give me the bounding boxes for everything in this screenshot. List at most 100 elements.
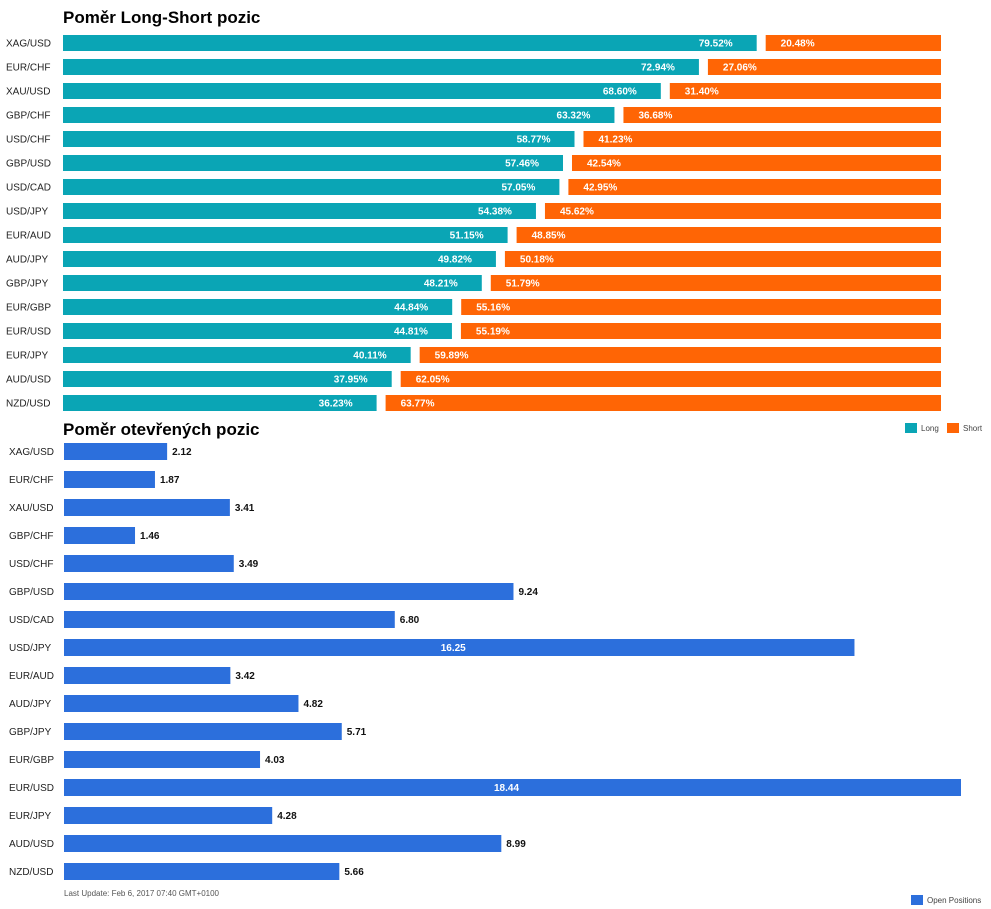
category-label: EUR/USD [6, 327, 51, 338]
legend-item-short[interactable]: Short [947, 423, 982, 433]
data-label-long: 37.95% [334, 375, 368, 386]
category-label: USD/CAD [6, 183, 51, 194]
category-label: AUD/JPY [9, 699, 52, 710]
category-label: USD/CHF [9, 559, 53, 570]
data-label-short: 59.89% [435, 351, 469, 362]
bar-open-positions [64, 471, 155, 488]
category-label: XAG/USD [9, 447, 54, 458]
data-label-open: 18.44 [494, 783, 519, 794]
bar-open-positions [64, 583, 514, 600]
chart-title-long-short: Poměr Long-Short pozic [63, 8, 261, 27]
data-label-short: 41.23% [599, 135, 633, 146]
legend-item-open-positions[interactable]: Open Positions [911, 895, 981, 905]
chart-title-open-positions: Poměr otevřených pozic [63, 420, 260, 439]
category-label: GBP/CHF [9, 531, 53, 542]
bar-short [419, 347, 942, 363]
data-label-long: 48.21% [424, 279, 458, 290]
data-label-short: 62.05% [416, 375, 450, 386]
category-label: GBP/CHF [6, 111, 50, 122]
category-label: GBP/USD [6, 159, 51, 170]
legend-swatch-short [947, 423, 959, 433]
data-label-short: 27.06% [723, 63, 757, 74]
category-label: USD/JPY [6, 207, 49, 218]
bar-open-positions [64, 723, 342, 740]
bar-open-positions [64, 555, 234, 572]
category-label: USD/CAD [9, 615, 54, 626]
data-label-open: 2.12 [172, 447, 192, 458]
data-label-short: 36.68% [638, 111, 672, 122]
data-label-long: 40.11% [353, 351, 386, 362]
bar-open-positions [64, 611, 395, 628]
bar-short [669, 83, 941, 99]
category-label: XAU/USD [6, 87, 50, 98]
category-label: EUR/USD [9, 783, 54, 794]
bar-open-positions [64, 499, 230, 516]
bar-open-positions [64, 639, 855, 656]
category-label: AUD/USD [6, 375, 51, 386]
bar-open-positions [64, 779, 961, 796]
data-label-short: 20.48% [781, 39, 815, 50]
bar-long [63, 395, 377, 411]
data-label-long: 54.38% [478, 207, 512, 218]
data-label-open: 4.28 [277, 811, 297, 822]
bar-open-positions [64, 527, 136, 544]
data-label-long: 57.46% [505, 159, 539, 170]
bar-long [63, 299, 453, 315]
category-label: EUR/CHF [6, 63, 50, 74]
legend-swatch-long [905, 423, 917, 433]
legend-item-long[interactable]: Long [905, 423, 939, 433]
data-label-long: 72.94% [641, 63, 675, 74]
bar-short [516, 227, 941, 243]
data-label-long: 36.23% [319, 399, 353, 410]
data-label-open: 16.25 [441, 643, 466, 654]
bar-open-positions [64, 863, 340, 880]
data-label-open: 5.66 [344, 867, 364, 878]
bar-open-positions [64, 807, 273, 824]
data-label-short: 55.16% [476, 303, 510, 314]
bar-short [583, 131, 941, 147]
bar-short [707, 59, 941, 75]
data-label-long: 58.77% [517, 135, 551, 146]
data-label-open: 3.49 [239, 559, 259, 570]
bar-short [765, 35, 941, 51]
category-label: GBP/USD [9, 587, 54, 598]
category-label: EUR/CHF [9, 475, 53, 486]
data-label-open: 4.82 [303, 699, 323, 710]
category-label: EUR/GBP [6, 303, 51, 314]
category-label: XAU/USD [9, 503, 53, 514]
legend-swatch-open [911, 895, 923, 905]
data-label-open: 8.99 [506, 839, 526, 850]
category-label: XAG/USD [6, 39, 51, 50]
bar-long [63, 323, 452, 339]
data-label-short: 63.77% [401, 399, 435, 410]
data-label-short: 31.40% [685, 87, 719, 98]
bar-open-positions [64, 443, 168, 460]
data-label-long: 51.15% [450, 231, 484, 242]
category-label: EUR/JPY [6, 351, 49, 362]
data-label-open: 4.03 [265, 755, 285, 766]
bar-long [63, 83, 661, 99]
data-label-short: 42.54% [587, 159, 621, 170]
bar-open-positions [64, 667, 231, 684]
data-label-long: 57.05% [501, 183, 535, 194]
data-label-short: 48.85% [532, 231, 566, 242]
data-label-long: 79.52% [699, 39, 733, 50]
data-label-long: 49.82% [438, 255, 472, 266]
bar-long [63, 275, 482, 291]
bar-short [490, 275, 941, 291]
bar-short [460, 323, 941, 339]
data-label-long: 44.84% [394, 303, 428, 314]
bar-open-positions [64, 695, 299, 712]
category-label: USD/CHF [6, 135, 50, 146]
bar-long [63, 203, 536, 219]
data-label-open: 3.42 [235, 671, 255, 682]
bar-long [63, 251, 496, 267]
category-label: GBP/JPY [9, 727, 52, 738]
bar-short [568, 179, 941, 195]
bar-long [63, 35, 757, 51]
legend-label-open: Open Positions [927, 895, 982, 905]
data-label-short: 51.79% [506, 279, 540, 290]
legend-label-long: Long [921, 423, 939, 433]
last-update-text: Last Update: Feb 6, 2017 07:40 GMT+0100 [64, 889, 219, 898]
category-label: NZD/USD [9, 867, 53, 878]
